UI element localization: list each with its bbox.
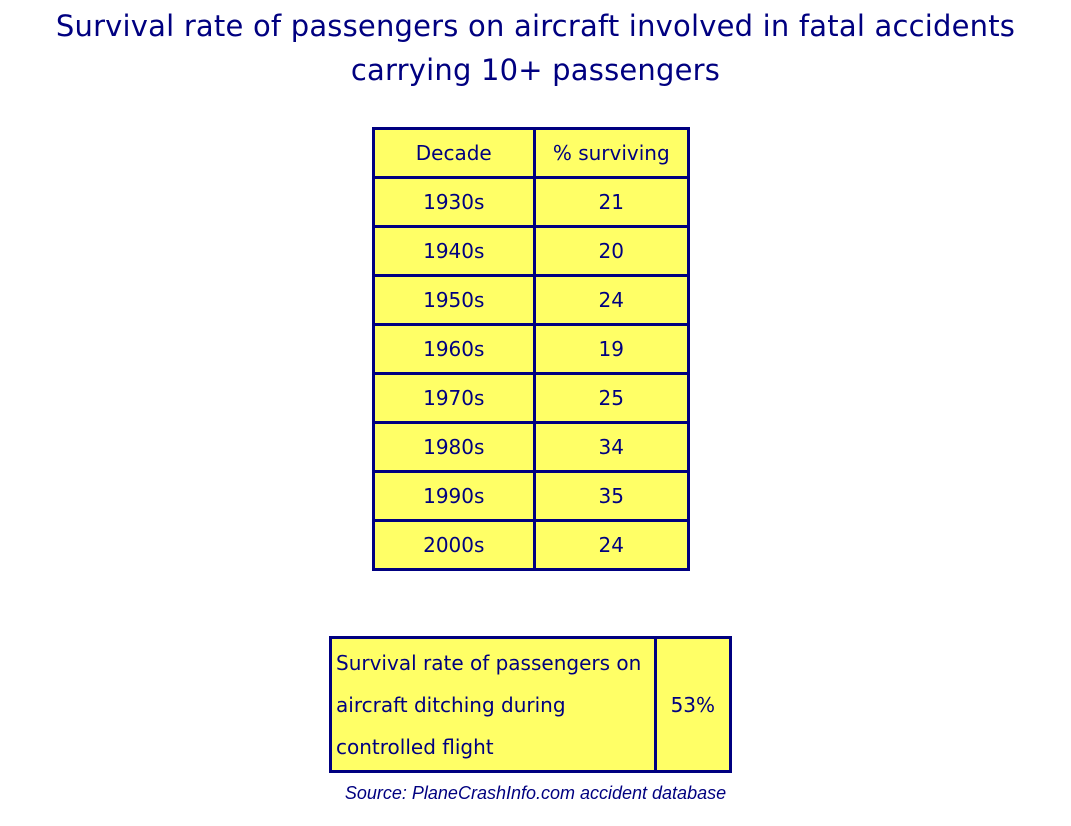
surviving-cell: 25 [532,372,691,424]
ditching-label: Survival rate of passengers on aircraft … [329,636,657,773]
decade-cell: 1970s [372,372,536,424]
decade-cell: 2000s [372,519,536,571]
table-row: 1930s 21 [372,176,691,228]
table-row: 1990s 35 [372,470,691,522]
header-surviving: % surviving [532,127,691,179]
table-row: 1950s 24 [372,274,691,326]
decade-cell: 1940s [372,225,536,277]
table-row: 1980s 34 [372,421,691,473]
surviving-cell: 34 [532,421,691,473]
header-decade: Decade [372,127,536,179]
decade-cell: 1960s [372,323,536,375]
decade-cell: 1980s [372,421,536,473]
title-line-1: Survival rate of passengers on aircraft … [55,9,1016,43]
title-line-2: carrying 10+ passengers [350,53,721,87]
decade-cell: 1950s [372,274,536,326]
table-row: 1960s 19 [372,323,691,375]
surviving-cell: 24 [532,519,691,571]
surviving-cell: 20 [532,225,691,277]
ditching-survival-table: Survival rate of passengers on aircraft … [329,636,733,773]
decade-cell: 1930s [372,176,536,228]
source-note: Source: PlaneCrashInfo.com accident data… [344,783,727,803]
surviving-cell: 21 [532,176,691,228]
decade-cell: 1990s [372,470,536,522]
table-header-row: Decade % surviving [372,127,691,179]
surviving-cell: 24 [532,274,691,326]
survival-by-decade-table: Decade % surviving 1930s 21 1940s 20 195… [372,127,691,571]
table-row: 1940s 20 [372,225,691,277]
table-row: 2000s 24 [372,519,691,571]
table-row: 1970s 25 [372,372,691,424]
surviving-cell: 35 [532,470,691,522]
ditching-value: 53% [653,636,733,773]
page-title: Survival rate of passengers on aircraft … [0,4,1071,92]
surviving-cell: 19 [532,323,691,375]
table-row: Survival rate of passengers on aircraft … [329,636,733,773]
